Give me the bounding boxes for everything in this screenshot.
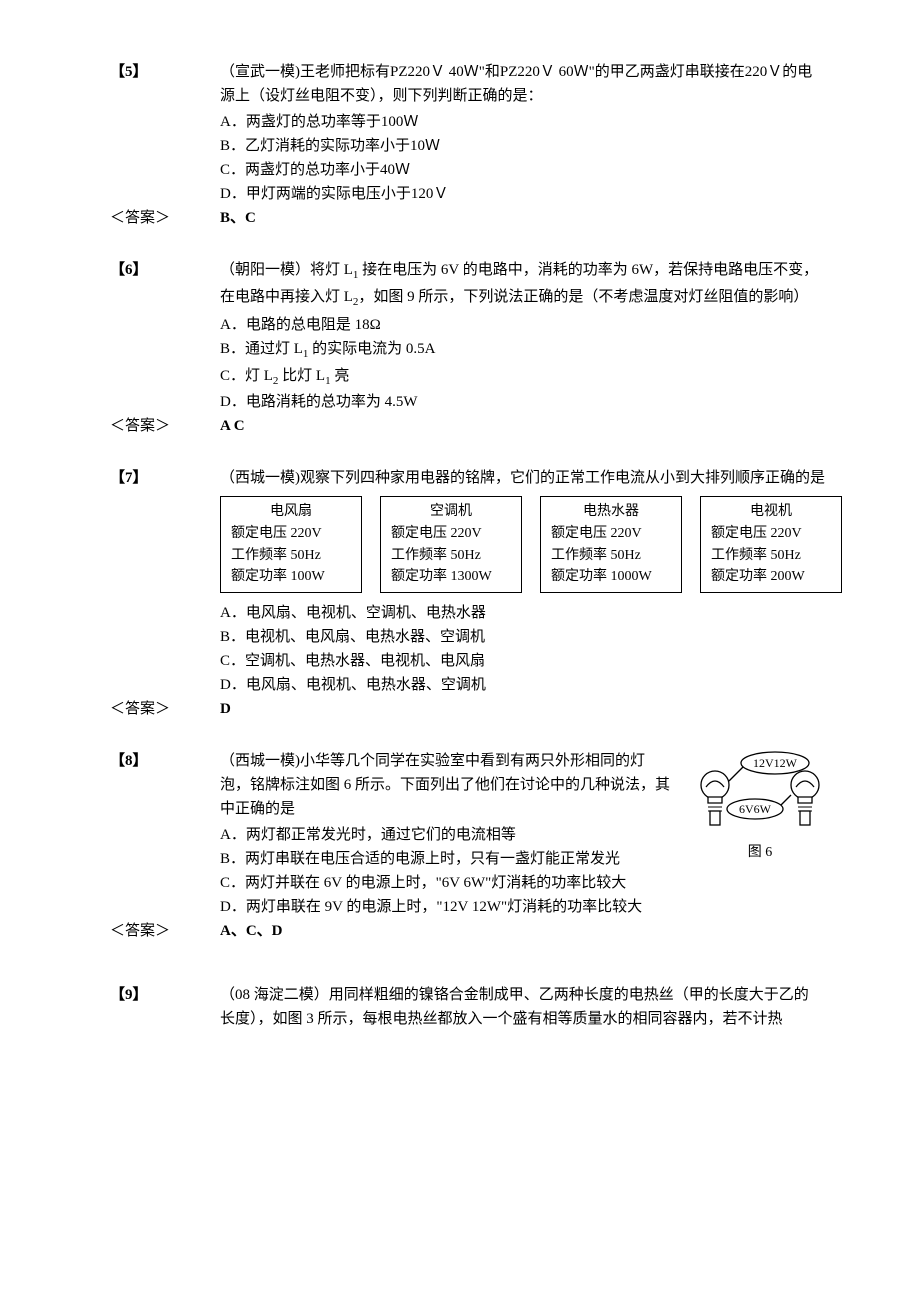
nameplate-ac: 空调机 额定电压 220V 工作频率 50Hz 额定功率 1300W: [380, 496, 522, 593]
option-d: D．甲灯两端的实际电压小于120Ｖ: [220, 182, 820, 206]
question-stem: （08 海淀二模）用同样粗细的镍铬合金制成甲、乙两种长度的电热丝（甲的长度大于乙…: [220, 983, 820, 1031]
question-row: 【6】 （朝阳一模）将灯 L1 接在电压为 6V 的电路中，消耗的功率为 6W，…: [110, 258, 820, 414]
option-d: D．两灯串联在 9V 的电源上时，"12V 12W"灯消耗的功率比较大: [220, 895, 820, 919]
question-row: 【5】 （宣武一模)王老师把标有PZ220Ｖ 40Ｗ"和PZ220Ｖ 60Ｗ"的…: [110, 60, 820, 206]
stem-part: （朝阳一模）将灯 L: [220, 262, 353, 278]
question-8: 【8】: [110, 749, 820, 943]
option-c: C．两盏灯的总功率小于40Ｗ: [220, 158, 820, 182]
option-b: B．通过灯 L1 的实际电流为 0.5A: [220, 337, 820, 364]
bulb-label-2: 6V6W: [739, 802, 772, 816]
option-c: C．灯 L2 比灯 L1 亮: [220, 364, 820, 391]
answer-value: B、C: [220, 206, 256, 230]
opt-part: C．灯 L: [220, 368, 273, 384]
question-body: （宣武一模)王老师把标有PZ220Ｖ 40Ｗ"和PZ220Ｖ 60Ｗ"的甲乙两盏…: [220, 60, 820, 206]
nameplate-power: 额定功率 100W: [231, 566, 351, 588]
nameplate-fan: 电风扇 额定电压 220V 工作频率 50Hz 额定功率 100W: [220, 496, 362, 593]
question-row: 【9】 （08 海淀二模）用同样粗细的镍铬合金制成甲、乙两种长度的电热丝（甲的长…: [110, 983, 820, 1033]
question-body: （朝阳一模）将灯 L1 接在电压为 6V 的电路中，消耗的功率为 6W，若保持电…: [220, 258, 820, 414]
question-number: 【6】: [110, 258, 220, 282]
opt-part: 的实际电流为 0.5A: [308, 341, 435, 357]
nameplate-frequency: 工作频率 50Hz: [551, 545, 671, 567]
option-c: C．两灯并联在 6V 的电源上时，"6V 6W"灯消耗的功率比较大: [220, 871, 820, 895]
question-6: 【6】 （朝阳一模）将灯 L1 接在电压为 6V 的电路中，消耗的功率为 6W，…: [110, 258, 820, 438]
bulb-label-1: 12V12W: [753, 756, 798, 770]
option-d: D．电路消耗的总功率为 4.5W: [220, 390, 820, 414]
nameplate-voltage: 额定电压 220V: [711, 523, 831, 545]
answer-label: ＜答案＞: [110, 206, 220, 230]
options: A．电路的总电阻是 18Ω B．通过灯 L1 的实际电流为 0.5A C．灯 L…: [220, 313, 820, 414]
answer-label: ＜答案＞: [110, 697, 220, 721]
nameplate-title: 电风扇: [231, 501, 351, 523]
answer-label: ＜答案＞: [110, 414, 220, 438]
nameplate-title: 电视机: [711, 501, 831, 523]
nameplate-power: 额定功率 1300W: [391, 566, 511, 588]
bulb-diagram-icon: 12V12W 6V6W: [685, 745, 835, 840]
answer-row: ＜答案＞ D: [110, 697, 820, 721]
question-stem: （宣武一模)王老师把标有PZ220Ｖ 40Ｗ"和PZ220Ｖ 60Ｗ"的甲乙两盏…: [220, 60, 820, 108]
option-b: B．电视机、电风扇、电热水器、空调机: [220, 625, 842, 649]
question-7: 【7】 （西城一模)观察下列四种家用电器的铭牌，它们的正常工作电流从小到大排列顺…: [110, 466, 820, 721]
nameplate-tv: 电视机 额定电压 220V 工作频率 50Hz 额定功率 200W: [700, 496, 842, 593]
answer-row: ＜答案＞ A、C、D: [110, 919, 820, 943]
nameplate-heater: 电热水器 额定电压 220V 工作频率 50Hz 额定功率 1000W: [540, 496, 682, 593]
figure-6: 12V12W 6V6W 图 6: [685, 745, 835, 864]
question-number: 【5】: [110, 60, 220, 84]
answer-row: ＜答案＞ A C: [110, 414, 820, 438]
option-a: A．电风扇、电视机、空调机、电热水器: [220, 601, 842, 625]
question-stem: （西城一模)观察下列四种家用电器的铭牌，它们的正常工作电流从小到大排列顺序正确的…: [220, 466, 842, 490]
answer-value: A C: [220, 414, 245, 438]
question-row: 【7】 （西城一模)观察下列四种家用电器的铭牌，它们的正常工作电流从小到大排列顺…: [110, 466, 820, 697]
answer-value: A、C、D: [220, 919, 283, 943]
question-body: 12V12W 6V6W 图 6 （西城一模)小华等几个同学在实验室中看到有两只外…: [220, 749, 820, 919]
nameplate-frequency: 工作频率 50Hz: [391, 545, 511, 567]
question-number: 【7】: [110, 466, 220, 490]
question-number: 【8】: [110, 749, 220, 773]
nameplate-voltage: 额定电压 220V: [231, 523, 351, 545]
nameplate-voltage: 额定电压 220V: [391, 523, 511, 545]
nameplate-power: 额定功率 200W: [711, 566, 831, 588]
options: A．电风扇、电视机、空调机、电热水器 B．电视机、电风扇、电热水器、空调机 C．…: [220, 601, 842, 697]
answer-row: ＜答案＞ B、C: [110, 206, 820, 230]
nameplate-power: 额定功率 1000W: [551, 566, 671, 588]
nameplate-frequency: 工作频率 50Hz: [711, 545, 831, 567]
opt-part: 比灯 L: [278, 368, 325, 384]
nameplate-row: 电风扇 额定电压 220V 工作频率 50Hz 额定功率 100W 空调机 额定…: [220, 496, 842, 593]
question-number: 【9】: [110, 983, 220, 1007]
nameplate-frequency: 工作频率 50Hz: [231, 545, 351, 567]
question-body: （08 海淀二模）用同样粗细的镍铬合金制成甲、乙两种长度的电热丝（甲的长度大于乙…: [220, 983, 820, 1033]
question-stem: （朝阳一模）将灯 L1 接在电压为 6V 的电路中，消耗的功率为 6W，若保持电…: [220, 258, 820, 311]
question-9: 【9】 （08 海淀二模）用同样粗细的镍铬合金制成甲、乙两种长度的电热丝（甲的长…: [110, 983, 820, 1033]
option-d: D．电风扇、电视机、电热水器、空调机: [220, 673, 842, 697]
opt-part: B．通过灯 L: [220, 341, 303, 357]
option-a: A．电路的总电阻是 18Ω: [220, 313, 820, 337]
option-b: B．乙灯消耗的实际功率小于10Ｗ: [220, 134, 820, 158]
question-row: 【8】: [110, 749, 820, 919]
nameplate-voltage: 额定电压 220V: [551, 523, 671, 545]
answer-value: D: [220, 697, 231, 721]
stem-part: ，如图 9 所示，下列说法正确的是（不考虑温度对灯丝阻值的影响）: [358, 289, 808, 305]
nameplate-title: 空调机: [391, 501, 511, 523]
nameplate-title: 电热水器: [551, 501, 671, 523]
opt-part: 亮: [331, 368, 350, 384]
question-body: （西城一模)观察下列四种家用电器的铭牌，它们的正常工作电流从小到大排列顺序正确的…: [220, 466, 842, 697]
answer-label: ＜答案＞: [110, 919, 220, 943]
figure-caption: 图 6: [685, 842, 835, 864]
options: A．两盏灯的总功率等于100Ｗ B．乙灯消耗的实际功率小于10Ｗ C．两盏灯的总…: [220, 110, 820, 206]
option-a: A．两盏灯的总功率等于100Ｗ: [220, 110, 820, 134]
question-5: 【5】 （宣武一模)王老师把标有PZ220Ｖ 40Ｗ"和PZ220Ｖ 60Ｗ"的…: [110, 60, 820, 230]
option-c: C．空调机、电热水器、电视机、电风扇: [220, 649, 842, 673]
